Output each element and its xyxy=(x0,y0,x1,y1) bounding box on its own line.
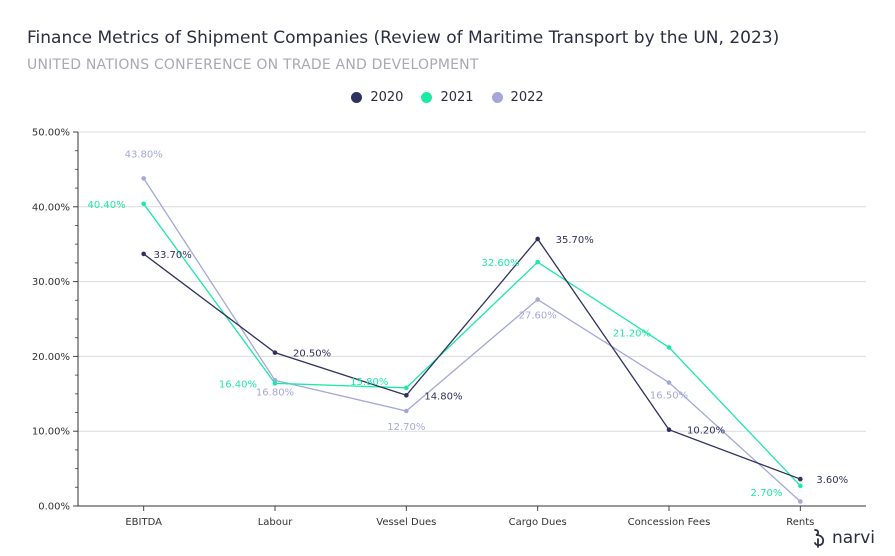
data-label-2022: 16.80% xyxy=(256,387,294,398)
y-tick-label: 0.00% xyxy=(38,502,70,513)
legend-label-2022: 2022 xyxy=(510,90,544,105)
narvi-logo-icon xyxy=(814,529,825,548)
y-tick-label: 30.00% xyxy=(32,277,70,288)
legend-label-2020: 2020 xyxy=(370,90,404,105)
legend-marker-2020 xyxy=(351,92,363,103)
data-label-2021: 16.40% xyxy=(219,379,257,390)
narvi-logo: narvi xyxy=(811,528,875,548)
data-label-2022: 43.80% xyxy=(125,149,163,160)
x-tick-label: Rents xyxy=(786,517,814,528)
data-label-2021: 32.60% xyxy=(482,258,520,269)
data-label-2021: 15.80% xyxy=(350,377,388,388)
x-tick-label: Cargo Dues xyxy=(509,517,567,528)
narvi-logo-text: narvi xyxy=(832,528,875,548)
y-tick-label: 50.00% xyxy=(32,128,70,139)
data-point-2022[interactable] xyxy=(535,297,540,302)
data-point-2021[interactable] xyxy=(535,259,540,265)
series-line-2021 xyxy=(143,203,801,487)
legend-marker-2022 xyxy=(491,92,503,103)
data-point-2020[interactable] xyxy=(666,427,672,433)
data-point-2020[interactable] xyxy=(798,476,803,482)
data-label-2021: 2.70% xyxy=(751,488,783,499)
axes: 0.00% 10.00% 20.00% 30.00% 40.00% 50.00% EBITD… xyxy=(32,128,866,528)
y-tick-label: 10.00% xyxy=(32,427,70,438)
legend-label-2021: 2021 xyxy=(440,90,474,105)
series-group xyxy=(141,176,803,504)
y-tick-label: 40.00% xyxy=(32,202,70,213)
x-tick-label: Vessel Dues xyxy=(376,517,436,528)
data-label-2020: 33.70% xyxy=(154,250,192,261)
x-tick-label: Concession Fees xyxy=(628,517,711,528)
series-line-2022 xyxy=(143,178,801,502)
data-point-2021[interactable] xyxy=(404,385,409,391)
legend-item-2021[interactable]: 2021 xyxy=(421,90,474,105)
data-label-2021: 40.40% xyxy=(88,200,126,211)
data-label-2020: 20.50% xyxy=(293,349,331,360)
legend-marker-2021 xyxy=(421,92,433,103)
data-label-2020: 10.20% xyxy=(687,426,725,437)
data-label-2022: 27.60% xyxy=(519,311,557,322)
data-point-2020[interactable] xyxy=(272,350,278,355)
data-point-2022[interactable] xyxy=(798,499,803,504)
gridlines xyxy=(78,131,866,432)
data-point-2022[interactable] xyxy=(666,380,672,385)
legend: 2020 2021 2022 xyxy=(0,90,895,105)
legend-item-2020[interactable]: 2020 xyxy=(351,90,403,105)
data-point-2020[interactable] xyxy=(535,236,540,242)
series-line-2020 xyxy=(143,237,801,480)
chart-subtitle: UNITED NATIONS CONFERENCE ON TRADE AND D… xyxy=(27,57,479,73)
data-point-2020[interactable] xyxy=(141,251,146,257)
data-label-2022: 12.70% xyxy=(387,422,425,433)
data-point-2021[interactable] xyxy=(666,345,672,350)
data-point-2021[interactable] xyxy=(141,201,146,207)
data-label-2020: 35.70% xyxy=(556,235,594,246)
data-point-2022[interactable] xyxy=(404,408,409,414)
data-label-2020: 3.60% xyxy=(816,475,848,486)
legend-item-2022[interactable]: 2022 xyxy=(491,90,544,105)
data-label-2020: 14.80% xyxy=(424,391,462,402)
x-tick-label: EBITDA xyxy=(125,517,162,528)
data-point-2022[interactable] xyxy=(141,176,146,181)
chart-title: Finance Metrics of Shipment Companies (R… xyxy=(27,28,780,48)
x-tick-label: Labour xyxy=(258,517,294,528)
data-label-2022: 16.50% xyxy=(650,391,688,402)
data-point-2021[interactable] xyxy=(798,483,803,489)
data-point-2020[interactable] xyxy=(404,392,409,398)
data-labels: 33.70% 20.50% 14.80% 35.70% 10.20% 3.60% 40.40… xyxy=(88,149,849,498)
y-tick-label: 20.00% xyxy=(32,352,70,363)
data-point-2021[interactable] xyxy=(272,381,278,386)
data-label-2021: 21.20% xyxy=(613,328,651,339)
